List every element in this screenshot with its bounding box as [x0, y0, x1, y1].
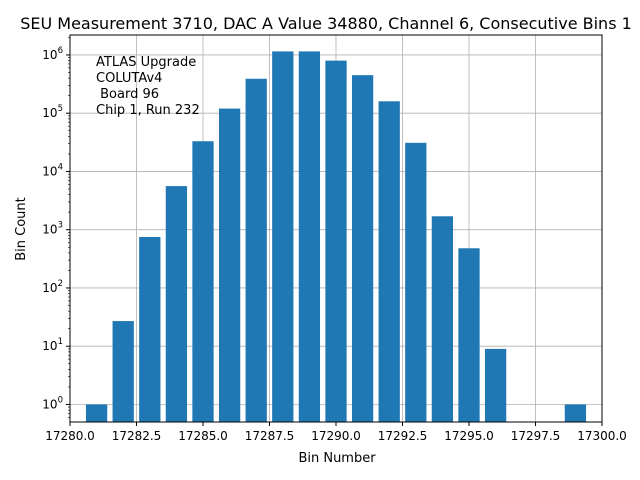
x-tick-label: 17292.5 — [378, 429, 428, 443]
bar — [272, 51, 294, 422]
y-tick-label: 100 — [42, 395, 63, 411]
y-axis: 100 101 102 103 104 105 106 — [42, 37, 70, 418]
x-tick-label: 17297.5 — [511, 429, 561, 443]
x-tick-label: 17280.0 — [45, 429, 95, 443]
bar — [139, 236, 161, 422]
y-tick-label: 105 — [42, 104, 63, 120]
annotation-line: Chip 1, Run 232 — [96, 103, 200, 118]
y-tick-label: 106 — [42, 46, 63, 62]
bar — [458, 248, 480, 422]
bar — [325, 60, 347, 422]
bar — [192, 141, 214, 422]
x-tick-label: 17282.5 — [112, 429, 162, 443]
x-axis-label: Bin Number — [298, 451, 376, 466]
x-tick-label: 17290.0 — [311, 429, 361, 443]
bar — [484, 348, 507, 422]
bar — [245, 78, 267, 423]
y-tick-label: 103 — [42, 221, 63, 237]
bar — [564, 404, 587, 422]
annotation-line: Board 96 — [96, 87, 159, 102]
bar — [298, 51, 321, 422]
x-axis: 17280.0 17282.5 17285.0 17287.5 17290.0 17292… — [45, 422, 627, 443]
chart-title: SEU Measurement 3710, DAC A Value 34880,… — [20, 14, 632, 33]
bar — [85, 404, 108, 422]
x-tick-label: 17285.0 — [178, 429, 228, 443]
bar — [112, 321, 134, 422]
x-tick-label: 17300.0 — [577, 429, 627, 443]
bar — [165, 186, 188, 422]
y-tick-label: 101 — [42, 337, 63, 353]
bar — [218, 108, 241, 422]
bar — [405, 142, 427, 422]
bar — [378, 101, 400, 423]
y-axis-label: Bin Count — [14, 197, 29, 261]
x-tick-label: 17295.0 — [444, 429, 494, 443]
x-tick-label: 17287.5 — [245, 429, 295, 443]
y-tick-label: 104 — [42, 162, 63, 178]
bar — [351, 75, 374, 423]
bar — [431, 216, 454, 422]
annotation-line: ATLAS Upgrade — [96, 55, 196, 70]
y-tick-label: 102 — [42, 279, 63, 295]
annotation-line: COLUTAv4 — [96, 71, 162, 86]
bars — [85, 51, 587, 423]
